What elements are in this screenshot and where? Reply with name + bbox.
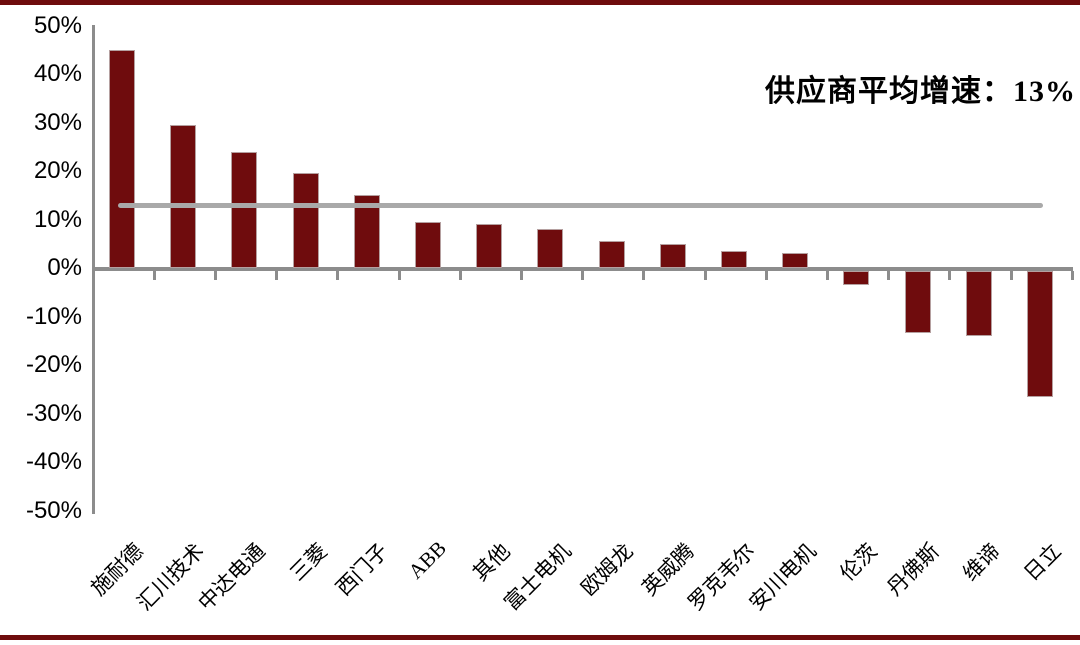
bar <box>415 222 441 268</box>
x-axis-label: 丹佛斯 <box>882 538 944 601</box>
y-axis-tick-label: 30% <box>33 108 82 136</box>
x-axis-tick <box>826 271 829 280</box>
x-axis-label: 日立 <box>1019 538 1066 586</box>
x-axis-tick <box>336 271 339 280</box>
x-axis-tick <box>704 271 707 280</box>
bar <box>905 271 931 333</box>
x-axis-tick <box>153 271 156 280</box>
average-annotation: 供应商平均增速：13% <box>765 75 1076 108</box>
x-axis-label: 伦茨 <box>835 538 882 586</box>
x-axis-tick <box>459 271 462 280</box>
x-axis-label: 欧姆龙 <box>576 538 638 601</box>
y-axis-tick-label: 40% <box>33 60 82 87</box>
x-axis-tick <box>642 271 645 280</box>
x-axis-line <box>92 267 1073 271</box>
average-line <box>118 203 1043 208</box>
y-axis-tick-label: 50% <box>33 11 82 39</box>
x-axis-tick <box>398 271 401 280</box>
bar <box>537 229 563 268</box>
x-axis-tick <box>765 271 768 280</box>
x-axis-label: 三菱 <box>285 538 332 586</box>
y-axis-tick-label: -40% <box>25 448 82 475</box>
bar <box>721 251 747 268</box>
x-axis-label: 安川电机 <box>744 538 821 616</box>
bar <box>843 271 869 285</box>
x-axis-label: 罗克韦尔 <box>683 538 760 616</box>
bar <box>599 241 625 268</box>
x-axis-label: ABB <box>403 536 451 584</box>
x-axis-label: 汇川技术 <box>132 538 209 616</box>
y-axis-tick-label: 20% <box>33 157 82 184</box>
x-axis-tick <box>948 271 951 280</box>
bottom-border-rule <box>0 635 1080 640</box>
bar <box>782 253 808 268</box>
x-axis-tick <box>214 271 217 280</box>
x-axis-tick <box>275 271 278 280</box>
bar <box>170 125 196 268</box>
y-axis-tick-label: 10% <box>33 205 82 233</box>
x-axis-tick <box>520 271 523 280</box>
bar <box>231 152 257 268</box>
x-axis-tick <box>887 271 890 280</box>
bar <box>966 271 992 336</box>
top-border-rule <box>0 0 1080 5</box>
y-axis-tick-label: -10% <box>25 302 82 330</box>
x-axis-label: 中达电通 <box>193 538 270 616</box>
y-axis-tick-label: 0% <box>47 254 82 281</box>
y-axis-tick-label: -30% <box>25 399 82 427</box>
x-axis-tick <box>92 271 95 280</box>
bar <box>293 173 319 268</box>
y-axis-tick-label: -20% <box>25 351 82 378</box>
x-axis-tick <box>1071 271 1074 280</box>
x-axis-tick <box>581 271 584 280</box>
x-axis-label: 其他 <box>468 538 515 586</box>
bar <box>660 244 686 268</box>
bar <box>109 50 135 268</box>
x-axis-label: 富士电机 <box>499 538 576 616</box>
bar <box>1027 271 1053 397</box>
x-axis-label: 维谛 <box>958 538 1005 586</box>
x-axis-tick <box>1010 271 1013 280</box>
y-axis-tick-label: -50% <box>25 496 82 524</box>
bar <box>476 224 502 268</box>
x-axis-label: 西门子 <box>331 538 393 601</box>
